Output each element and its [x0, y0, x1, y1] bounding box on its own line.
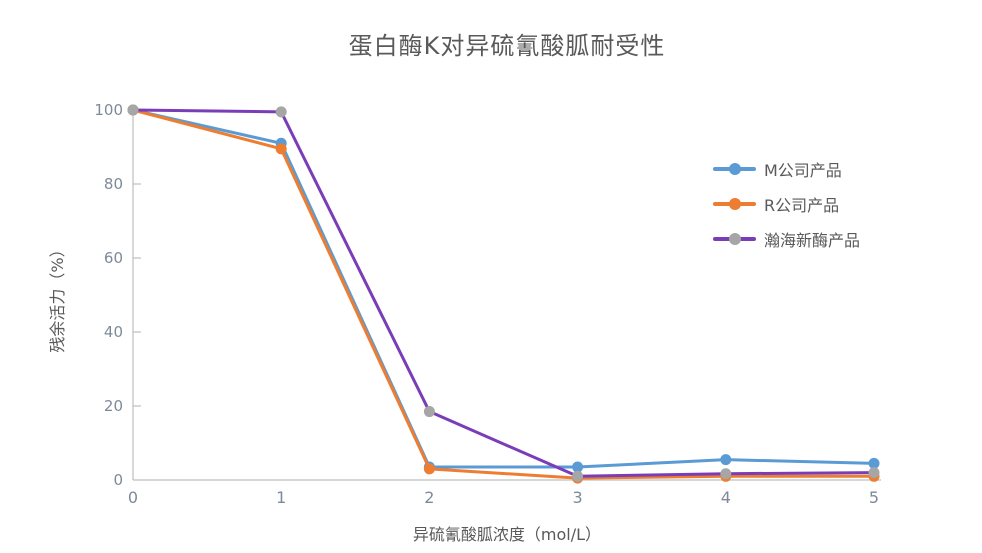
x-tick-label: 3 — [573, 488, 583, 507]
legend-line-marker-icon — [713, 162, 756, 175]
y-axis-title: 残余活力（%） — [48, 241, 67, 353]
legend-label: R公司产品 — [764, 195, 840, 215]
data-point-series-0 — [720, 454, 732, 466]
x-tick-label: 1 — [276, 488, 286, 507]
x-tick-label: 5 — [869, 488, 879, 507]
legend-item-series-m: M公司产品 — [713, 151, 860, 186]
y-tick-label: 40 — [104, 323, 123, 341]
legend-label: 瀚海新酶产品 — [764, 230, 861, 250]
data-point-series-2 — [720, 468, 732, 480]
data-point-series-2 — [572, 470, 584, 482]
x-axis-title: 异硫氰酸胍浓度（mol/L） — [412, 525, 602, 544]
data-point-series-2 — [423, 406, 435, 418]
x-tick-label: 2 — [424, 488, 434, 507]
y-tick-label: 0 — [113, 471, 123, 489]
series-line-1 — [131, 108, 876, 480]
y-tick-label: 100 — [94, 101, 123, 119]
legend-line-marker-icon — [713, 232, 756, 245]
series-line-0 — [131, 108, 876, 469]
legend-label: M公司产品 — [764, 160, 842, 180]
data-point-series-0 — [572, 461, 584, 473]
legend-item-series-hanhai: 瀚海新酶产品 — [713, 221, 860, 256]
data-point-series-2 — [127, 104, 139, 116]
legend-line-marker-icon — [713, 197, 756, 210]
x-tick-label: 4 — [721, 488, 731, 507]
data-point-series-1 — [275, 143, 287, 155]
data-point-series-1 — [423, 463, 435, 475]
y-tick-label: 20 — [104, 397, 123, 415]
y-tick-label: 80 — [104, 175, 123, 193]
data-point-series-2 — [868, 467, 880, 479]
legend: M公司产品 R公司产品 瀚海新酶产品 — [713, 151, 860, 256]
series-line-2 — [131, 108, 876, 478]
y-tick-label: 60 — [104, 249, 123, 267]
x-tick-label: 0 — [128, 488, 138, 507]
data-point-series-2 — [275, 106, 287, 118]
chart-title: 蛋白酶K对异硫氰酸胍耐受性 — [348, 32, 666, 60]
data-point-series-0 — [868, 457, 880, 469]
legend-item-series-r: R公司产品 — [713, 186, 860, 221]
